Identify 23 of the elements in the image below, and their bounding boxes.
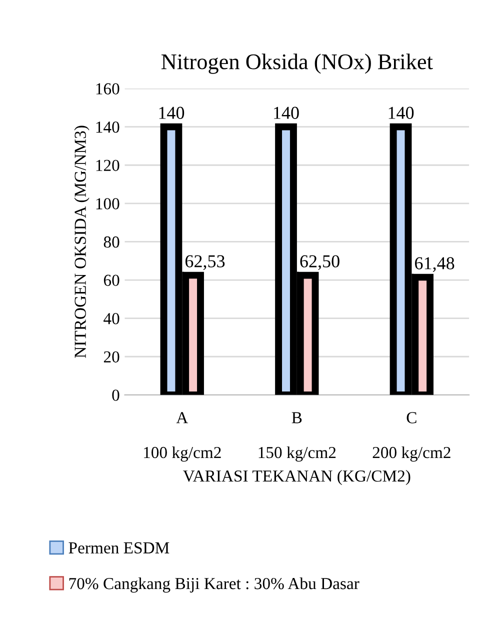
y-tick-label: 20 [104,351,120,363]
legend-label: 70% Cangkang Biji Karet : 30% Abu Dasar [69,577,360,593]
y-tick-label: 40 [104,313,120,324]
y-tick-label: 60 [104,274,120,286]
category-label: A 100 kg/cm2 [144,412,221,462]
data-label: 62,53 [185,255,225,270]
category-label: C 200 kg/cm2 [372,412,450,462]
y-tick-label: 160 [96,83,120,94]
chart-title: Nitrogen Oksida (NOx) Briket [161,54,433,74]
data-label: 140 [274,106,299,119]
x-axis-title: VARIASI TEKANAN (KG/CM2) [183,470,410,486]
legend-label: Permen ESDM [68,542,170,554]
data-label: 140 [159,106,184,119]
data-label: 140 [388,106,414,119]
data-label: 61,48 [415,257,454,272]
y-axis-title: NITROGEN OKSIDA (MG/NM3) [74,126,90,358]
y-tick-label: 120 [96,160,120,172]
y-tick-label: 100 [96,198,120,210]
category-label: B 150 kg/cm2 [258,412,336,462]
y-tick-label: 140 [96,122,120,133]
y-tick-label: 80 [104,236,120,248]
data-label: 62,50 [300,255,340,270]
y-tick-label: 0 [112,390,120,401]
